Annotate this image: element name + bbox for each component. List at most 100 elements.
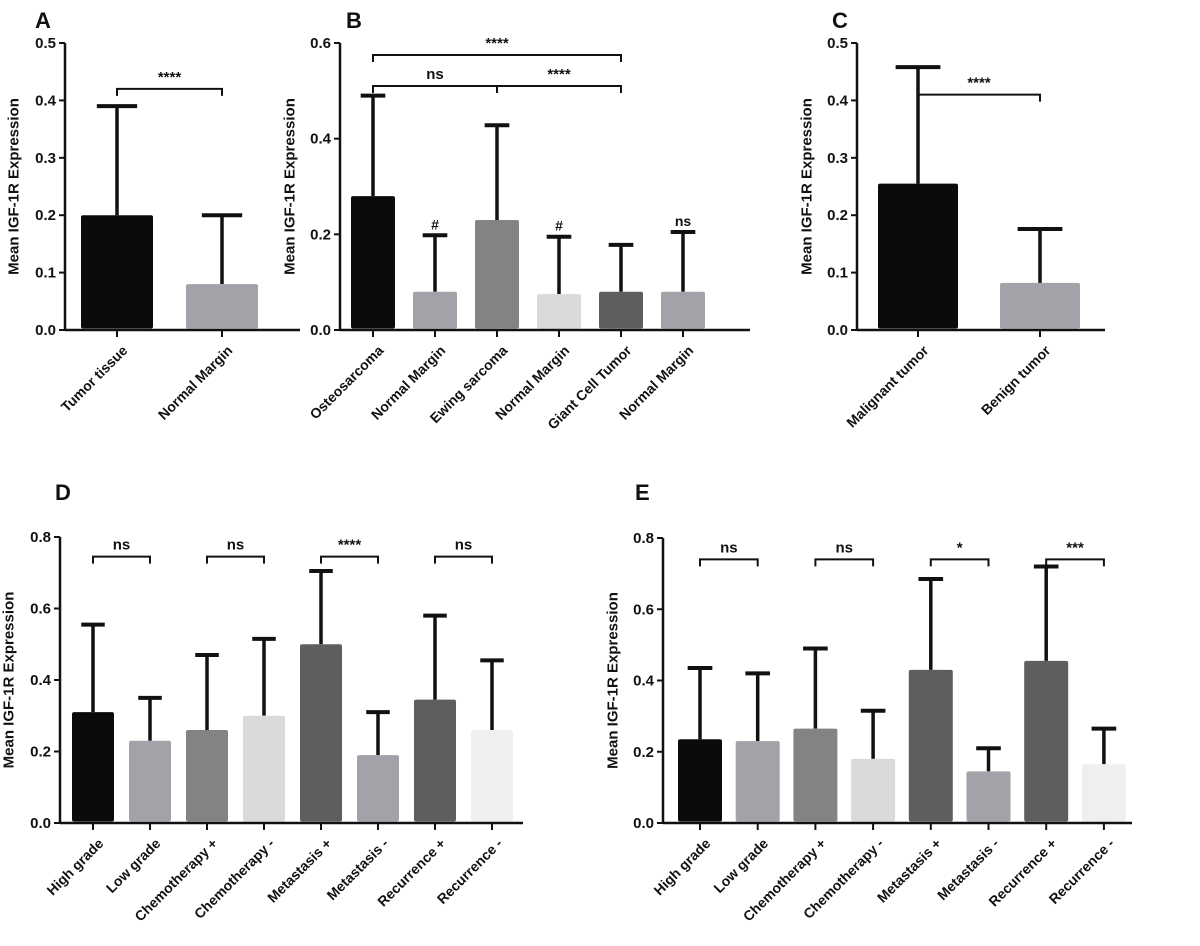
y-tick-label: 0.8 xyxy=(633,530,654,547)
y-tick-label: 0.4 xyxy=(310,131,332,148)
bar xyxy=(351,196,395,329)
significance-bracket xyxy=(320,555,379,564)
bar xyxy=(243,715,285,822)
significance-bracket xyxy=(814,558,875,567)
significance-bracket xyxy=(929,558,990,567)
y-tick-label: 0.4 xyxy=(633,673,655,690)
significance-bracket xyxy=(496,85,622,94)
significance-label: ns xyxy=(835,539,853,556)
bar xyxy=(678,739,722,822)
y-tick-label: 0.1 xyxy=(827,265,848,282)
y-tick-label: 0.6 xyxy=(310,35,331,52)
y-tick-label: 0.5 xyxy=(827,35,848,52)
bar xyxy=(471,730,513,822)
significance-bracket xyxy=(116,87,223,96)
significance-label: ns xyxy=(720,539,738,556)
bar xyxy=(475,219,519,329)
bar xyxy=(966,771,1011,822)
x-tick-label: High grade xyxy=(43,835,106,898)
significance-marker: # xyxy=(431,216,439,232)
bar xyxy=(72,712,114,822)
bar xyxy=(878,183,958,329)
bar xyxy=(661,291,705,329)
bar xyxy=(357,755,399,822)
significance-label: ns xyxy=(227,537,245,554)
significance-label: ns xyxy=(113,537,131,554)
significance-bracket xyxy=(434,555,493,564)
significance-marker: ns xyxy=(675,213,692,229)
bar xyxy=(599,291,643,329)
significance-label: * xyxy=(957,539,963,556)
bar xyxy=(413,291,457,329)
panel-letter: E xyxy=(635,480,650,505)
bar xyxy=(414,699,456,822)
y-tick-label: 0.3 xyxy=(35,150,56,167)
significance-label: **** xyxy=(158,69,182,86)
bar xyxy=(1000,282,1080,329)
bar xyxy=(537,294,581,329)
significance-marker: # xyxy=(555,218,563,234)
y-tick-label: 0.4 xyxy=(827,92,849,109)
significance-label: ns xyxy=(455,537,473,554)
x-tick-label: Tumor tissue xyxy=(58,342,131,415)
bar xyxy=(908,669,953,822)
significance-label: **** xyxy=(485,35,509,52)
y-tick-label: 0.2 xyxy=(30,744,51,761)
y-tick-label: 0.2 xyxy=(633,744,654,761)
bar xyxy=(186,284,258,329)
y-tick-label: 0.6 xyxy=(633,601,654,618)
x-tick-label: Low grade xyxy=(103,835,164,896)
y-tick-label: 0.5 xyxy=(35,35,56,52)
x-tick-label: High grade xyxy=(650,835,713,898)
y-tick-label: 0.0 xyxy=(827,322,848,339)
bar xyxy=(1024,660,1069,822)
significance-label: **** xyxy=(547,66,571,83)
significance-bracket xyxy=(206,555,265,564)
x-tick-label: Low grade xyxy=(710,835,771,896)
bar xyxy=(735,741,780,822)
bar xyxy=(81,215,153,329)
panel-letter: D xyxy=(55,480,71,505)
significance-bracket xyxy=(92,555,151,564)
bar xyxy=(851,758,896,822)
bar xyxy=(129,740,171,822)
significance-bracket xyxy=(917,93,1041,102)
x-tick-label: Normal Margin xyxy=(155,342,236,423)
y-tick-label: 0.4 xyxy=(30,672,52,689)
y-tick-label: 0.0 xyxy=(35,322,56,339)
y-tick-label: 0.0 xyxy=(310,322,331,339)
y-tick-label: 0.0 xyxy=(30,815,51,832)
significance-label: **** xyxy=(338,537,362,554)
significance-bracket xyxy=(1045,558,1105,567)
significance-label: *** xyxy=(1066,539,1084,556)
x-tick-label: Benign tumor xyxy=(978,342,1054,418)
significance-label: **** xyxy=(967,75,991,92)
y-axis-label: Mean IGF-1R Expression xyxy=(798,98,815,275)
y-tick-label: 0.8 xyxy=(30,529,51,546)
y-axis-label: Mean IGF-1R Expression xyxy=(604,592,621,769)
y-tick-label: 0.2 xyxy=(35,207,56,224)
significance-bracket xyxy=(699,558,759,567)
bar xyxy=(793,728,838,822)
y-tick-label: 0.6 xyxy=(30,601,51,618)
y-tick-label: 0.1 xyxy=(35,265,56,282)
panel-letter: B xyxy=(346,8,362,33)
panel-letter: A xyxy=(35,8,51,33)
significance-bracket xyxy=(372,53,622,62)
y-tick-label: 0.2 xyxy=(827,207,848,224)
x-tick-label: Malignant tumor xyxy=(843,342,932,431)
bar xyxy=(300,644,342,822)
y-tick-label: 0.3 xyxy=(827,150,848,167)
panel-letter: C xyxy=(832,8,848,33)
significance-label: ns xyxy=(426,66,444,83)
bar xyxy=(1081,764,1126,822)
bar xyxy=(186,730,228,822)
y-axis-label: Mean IGF-1R Expression xyxy=(281,98,298,275)
y-axis-label: Mean IGF-1R Expression xyxy=(5,98,22,275)
significance-bracket xyxy=(372,85,498,94)
y-tick-label: 0.0 xyxy=(633,815,654,832)
y-tick-label: 0.2 xyxy=(310,226,331,243)
y-axis-label: Mean IGF-1R Expression xyxy=(0,592,17,769)
y-tick-label: 0.4 xyxy=(35,92,57,109)
